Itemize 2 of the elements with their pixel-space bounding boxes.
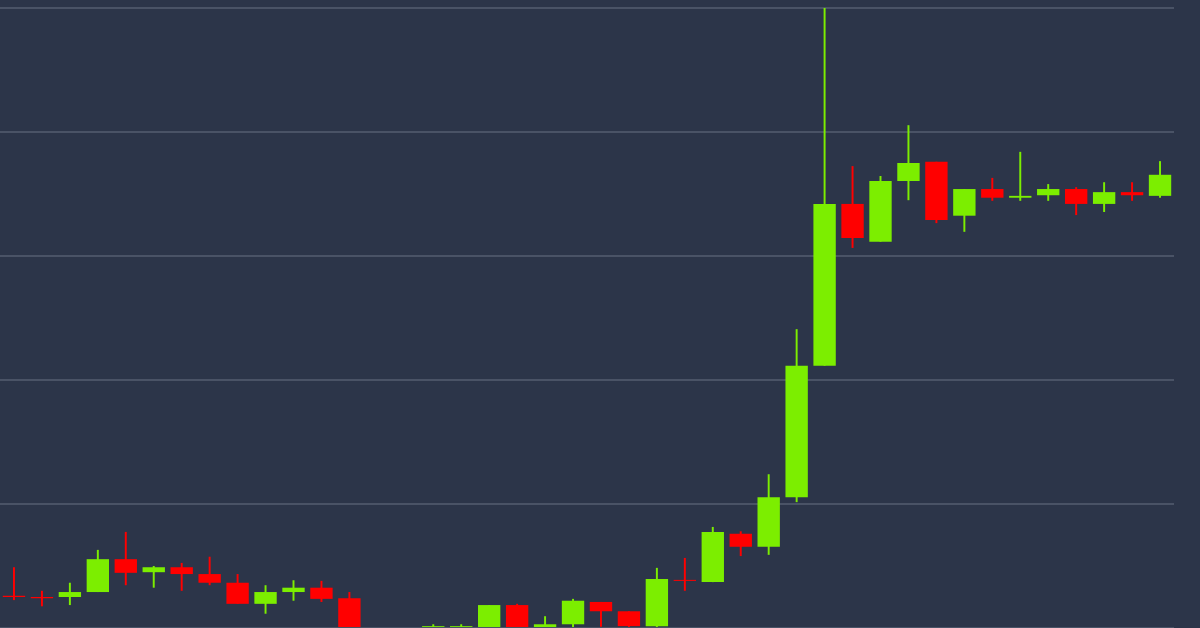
candlestick <box>1009 151 1032 201</box>
candlestick <box>673 557 697 591</box>
